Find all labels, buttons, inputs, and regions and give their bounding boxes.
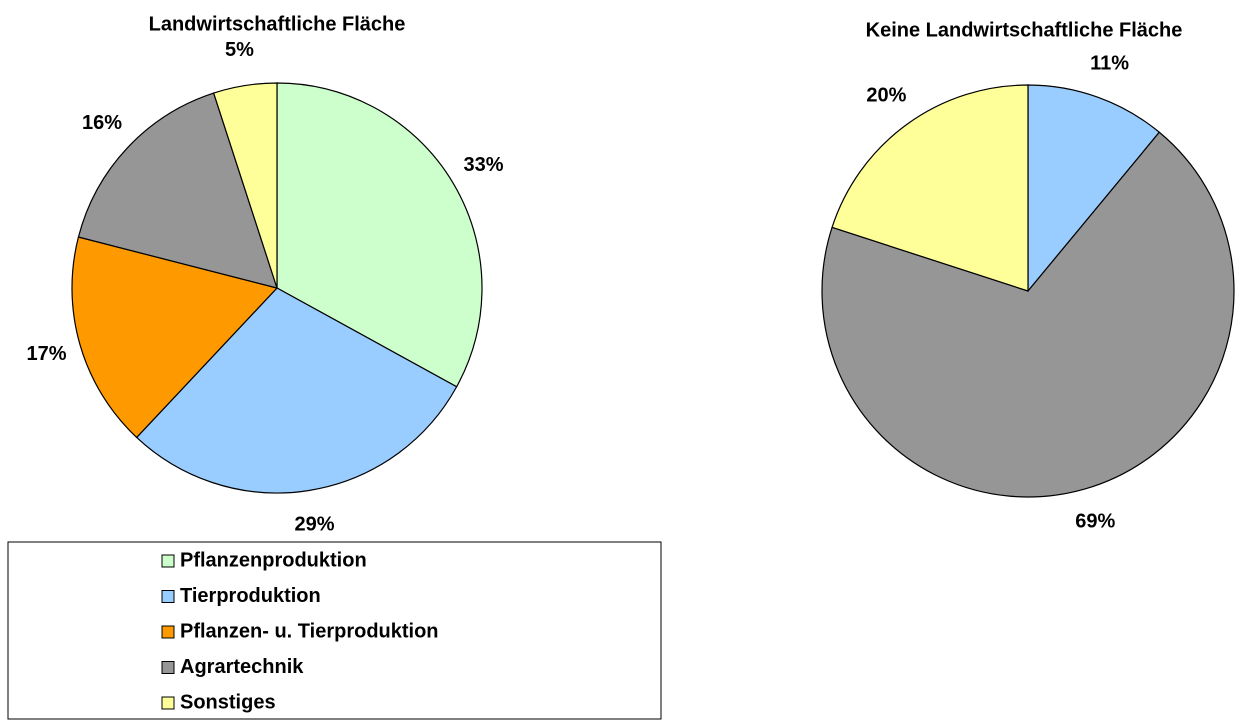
legend-swatch (161, 554, 175, 568)
pie-slice (821, 131, 1235, 498)
data-label: 20% (866, 84, 906, 106)
legend-label: Pflanzen- u. Tierproduktion (180, 620, 439, 642)
legend-label: Agrartechnik (180, 656, 304, 678)
legend-label: Pflanzenproduktion (180, 549, 367, 571)
legend-label: Tierproduktion (180, 585, 321, 607)
data-label: 17% (27, 343, 67, 365)
legend-box (7, 541, 662, 720)
pie-slice (276, 82, 483, 388)
data-label: 5% (225, 39, 254, 61)
chart-title: Keine Landwirtschaftliche Fläche (866, 19, 1183, 41)
chart-title: Landwirtschaftliche Fläche (149, 13, 406, 35)
pie-slice (71, 236, 279, 439)
legend-swatch (161, 625, 175, 639)
legend-swatch (161, 696, 175, 710)
legend-swatch (161, 590, 175, 603)
legend-swatch (161, 661, 175, 674)
data-label: 16% (82, 112, 122, 134)
data-label: 69% (1075, 511, 1115, 533)
data-label: 29% (295, 513, 335, 535)
pie-slice (831, 84, 1029, 292)
pie-slice (135, 287, 458, 494)
pie-slice (212, 82, 278, 289)
legend-label: Sonstiges (180, 691, 276, 713)
pie-slice (1027, 84, 1161, 293)
data-label: 11% (1090, 53, 1129, 75)
data-label: 33% (464, 154, 504, 176)
pie-slice (77, 92, 278, 289)
